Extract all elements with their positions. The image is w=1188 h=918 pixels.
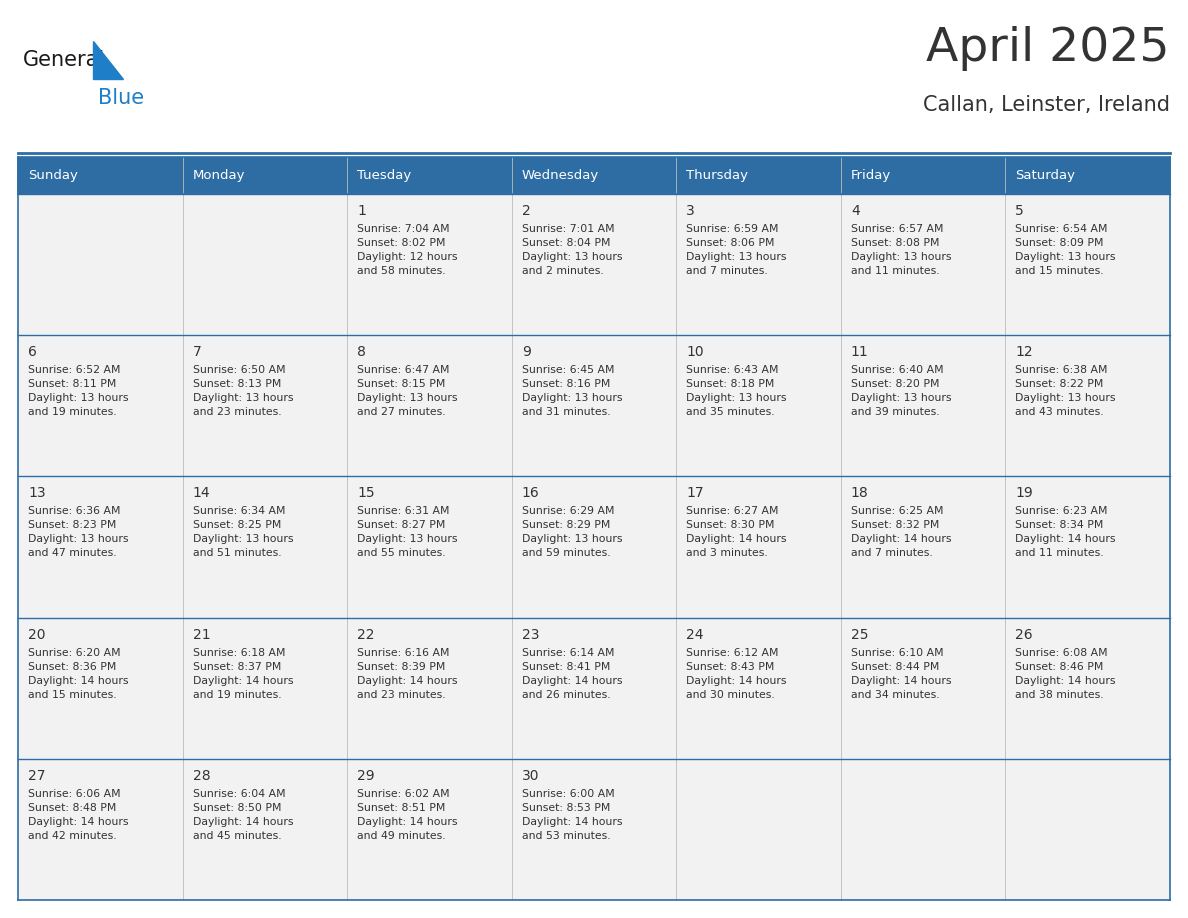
Bar xyxy=(18,157,183,194)
Text: Sunrise: 6:54 AM
Sunset: 8:09 PM
Daylight: 13 hours
and 15 minutes.: Sunrise: 6:54 AM Sunset: 8:09 PM Dayligh… xyxy=(1016,224,1116,276)
Text: Sunrise: 6:34 AM
Sunset: 8:25 PM
Daylight: 13 hours
and 51 minutes.: Sunrise: 6:34 AM Sunset: 8:25 PM Dayligh… xyxy=(192,507,293,558)
Text: 15: 15 xyxy=(358,487,374,500)
Text: Callan, Leinster, Ireland: Callan, Leinster, Ireland xyxy=(923,95,1170,115)
Text: Sunrise: 7:01 AM
Sunset: 8:04 PM
Daylight: 13 hours
and 2 minutes.: Sunrise: 7:01 AM Sunset: 8:04 PM Dayligh… xyxy=(522,224,623,276)
Bar xyxy=(18,618,1170,759)
Text: 25: 25 xyxy=(851,628,868,642)
Text: Sunrise: 6:43 AM
Sunset: 8:18 PM
Daylight: 13 hours
and 35 minutes.: Sunrise: 6:43 AM Sunset: 8:18 PM Dayligh… xyxy=(687,365,786,417)
Text: 27: 27 xyxy=(29,768,45,783)
Text: 28: 28 xyxy=(192,768,210,783)
Text: Blue: Blue xyxy=(97,88,144,108)
Text: Friday: Friday xyxy=(851,169,891,182)
Text: 8: 8 xyxy=(358,345,366,359)
Text: 21: 21 xyxy=(192,628,210,642)
Bar xyxy=(18,759,1170,900)
Bar xyxy=(18,335,1170,476)
Text: Sunrise: 6:12 AM
Sunset: 8:43 PM
Daylight: 14 hours
and 30 minutes.: Sunrise: 6:12 AM Sunset: 8:43 PM Dayligh… xyxy=(687,647,786,700)
Text: 5: 5 xyxy=(1016,204,1024,218)
Text: 9: 9 xyxy=(522,345,531,359)
Text: Sunrise: 7:04 AM
Sunset: 8:02 PM
Daylight: 12 hours
and 58 minutes.: Sunrise: 7:04 AM Sunset: 8:02 PM Dayligh… xyxy=(358,224,457,276)
Text: Sunrise: 6:57 AM
Sunset: 8:08 PM
Daylight: 13 hours
and 11 minutes.: Sunrise: 6:57 AM Sunset: 8:08 PM Dayligh… xyxy=(851,224,952,276)
Text: 18: 18 xyxy=(851,487,868,500)
Text: Sunrise: 6:45 AM
Sunset: 8:16 PM
Daylight: 13 hours
and 31 minutes.: Sunrise: 6:45 AM Sunset: 8:16 PM Dayligh… xyxy=(522,365,623,417)
Text: 20: 20 xyxy=(29,628,45,642)
Text: Sunrise: 6:50 AM
Sunset: 8:13 PM
Daylight: 13 hours
and 23 minutes.: Sunrise: 6:50 AM Sunset: 8:13 PM Dayligh… xyxy=(192,365,293,417)
Bar xyxy=(1005,157,1170,194)
Text: 16: 16 xyxy=(522,487,539,500)
Text: 3: 3 xyxy=(687,204,695,218)
Bar xyxy=(183,157,347,194)
Text: Sunrise: 6:25 AM
Sunset: 8:32 PM
Daylight: 14 hours
and 7 minutes.: Sunrise: 6:25 AM Sunset: 8:32 PM Dayligh… xyxy=(851,507,952,558)
Bar xyxy=(18,157,1170,194)
Text: Sunrise: 6:29 AM
Sunset: 8:29 PM
Daylight: 13 hours
and 59 minutes.: Sunrise: 6:29 AM Sunset: 8:29 PM Dayligh… xyxy=(522,507,623,558)
Text: Sunday: Sunday xyxy=(29,169,78,182)
Text: Sunrise: 6:04 AM
Sunset: 8:50 PM
Daylight: 14 hours
and 45 minutes.: Sunrise: 6:04 AM Sunset: 8:50 PM Dayligh… xyxy=(192,789,293,841)
Text: Wednesday: Wednesday xyxy=(522,169,599,182)
Text: Sunrise: 6:40 AM
Sunset: 8:20 PM
Daylight: 13 hours
and 39 minutes.: Sunrise: 6:40 AM Sunset: 8:20 PM Dayligh… xyxy=(851,365,952,417)
Text: Sunrise: 6:02 AM
Sunset: 8:51 PM
Daylight: 14 hours
and 49 minutes.: Sunrise: 6:02 AM Sunset: 8:51 PM Dayligh… xyxy=(358,789,457,841)
Bar xyxy=(18,476,1170,618)
Text: General: General xyxy=(23,50,106,70)
Text: April 2025: April 2025 xyxy=(927,26,1170,71)
Text: 2: 2 xyxy=(522,204,531,218)
Text: 14: 14 xyxy=(192,487,210,500)
Bar xyxy=(347,157,512,194)
Text: 4: 4 xyxy=(851,204,860,218)
Text: 22: 22 xyxy=(358,628,374,642)
Text: 19: 19 xyxy=(1016,487,1034,500)
Text: 29: 29 xyxy=(358,768,374,783)
Text: 12: 12 xyxy=(1016,345,1034,359)
Text: Sunrise: 6:31 AM
Sunset: 8:27 PM
Daylight: 13 hours
and 55 minutes.: Sunrise: 6:31 AM Sunset: 8:27 PM Dayligh… xyxy=(358,507,457,558)
Text: 7: 7 xyxy=(192,345,201,359)
Text: Sunrise: 6:14 AM
Sunset: 8:41 PM
Daylight: 14 hours
and 26 minutes.: Sunrise: 6:14 AM Sunset: 8:41 PM Dayligh… xyxy=(522,647,623,700)
Text: Sunrise: 6:08 AM
Sunset: 8:46 PM
Daylight: 14 hours
and 38 minutes.: Sunrise: 6:08 AM Sunset: 8:46 PM Dayligh… xyxy=(1016,647,1116,700)
Text: 23: 23 xyxy=(522,628,539,642)
Bar xyxy=(841,157,1005,194)
Text: Sunrise: 6:10 AM
Sunset: 8:44 PM
Daylight: 14 hours
and 34 minutes.: Sunrise: 6:10 AM Sunset: 8:44 PM Dayligh… xyxy=(851,647,952,700)
Text: Sunrise: 6:20 AM
Sunset: 8:36 PM
Daylight: 14 hours
and 15 minutes.: Sunrise: 6:20 AM Sunset: 8:36 PM Dayligh… xyxy=(29,647,128,700)
Text: 11: 11 xyxy=(851,345,868,359)
Text: Saturday: Saturday xyxy=(1016,169,1075,182)
Text: 10: 10 xyxy=(687,345,704,359)
Text: 26: 26 xyxy=(1016,628,1034,642)
Text: 13: 13 xyxy=(29,487,45,500)
Polygon shape xyxy=(93,41,124,79)
Text: 24: 24 xyxy=(687,628,703,642)
Text: Sunrise: 6:47 AM
Sunset: 8:15 PM
Daylight: 13 hours
and 27 minutes.: Sunrise: 6:47 AM Sunset: 8:15 PM Dayligh… xyxy=(358,365,457,417)
Text: Thursday: Thursday xyxy=(687,169,748,182)
Bar xyxy=(512,157,676,194)
Text: Sunrise: 6:52 AM
Sunset: 8:11 PM
Daylight: 13 hours
and 19 minutes.: Sunrise: 6:52 AM Sunset: 8:11 PM Dayligh… xyxy=(29,365,128,417)
Text: 1: 1 xyxy=(358,204,366,218)
Text: Sunrise: 6:06 AM
Sunset: 8:48 PM
Daylight: 14 hours
and 42 minutes.: Sunrise: 6:06 AM Sunset: 8:48 PM Dayligh… xyxy=(29,789,128,841)
Text: Sunrise: 6:23 AM
Sunset: 8:34 PM
Daylight: 14 hours
and 11 minutes.: Sunrise: 6:23 AM Sunset: 8:34 PM Dayligh… xyxy=(1016,507,1116,558)
Bar xyxy=(676,157,841,194)
Text: Sunrise: 6:36 AM
Sunset: 8:23 PM
Daylight: 13 hours
and 47 minutes.: Sunrise: 6:36 AM Sunset: 8:23 PM Dayligh… xyxy=(29,507,128,558)
Text: 6: 6 xyxy=(29,345,37,359)
Text: Sunrise: 6:27 AM
Sunset: 8:30 PM
Daylight: 14 hours
and 3 minutes.: Sunrise: 6:27 AM Sunset: 8:30 PM Dayligh… xyxy=(687,507,786,558)
Text: Tuesday: Tuesday xyxy=(358,169,411,182)
Text: 17: 17 xyxy=(687,487,704,500)
Text: Monday: Monday xyxy=(192,169,245,182)
Text: Sunrise: 6:59 AM
Sunset: 8:06 PM
Daylight: 13 hours
and 7 minutes.: Sunrise: 6:59 AM Sunset: 8:06 PM Dayligh… xyxy=(687,224,786,276)
Text: 30: 30 xyxy=(522,768,539,783)
Text: Sunrise: 6:16 AM
Sunset: 8:39 PM
Daylight: 14 hours
and 23 minutes.: Sunrise: 6:16 AM Sunset: 8:39 PM Dayligh… xyxy=(358,647,457,700)
Text: Sunrise: 6:18 AM
Sunset: 8:37 PM
Daylight: 14 hours
and 19 minutes.: Sunrise: 6:18 AM Sunset: 8:37 PM Dayligh… xyxy=(192,647,293,700)
Bar xyxy=(18,194,1170,335)
Text: Sunrise: 6:00 AM
Sunset: 8:53 PM
Daylight: 14 hours
and 53 minutes.: Sunrise: 6:00 AM Sunset: 8:53 PM Dayligh… xyxy=(522,789,623,841)
Text: Sunrise: 6:38 AM
Sunset: 8:22 PM
Daylight: 13 hours
and 43 minutes.: Sunrise: 6:38 AM Sunset: 8:22 PM Dayligh… xyxy=(1016,365,1116,417)
